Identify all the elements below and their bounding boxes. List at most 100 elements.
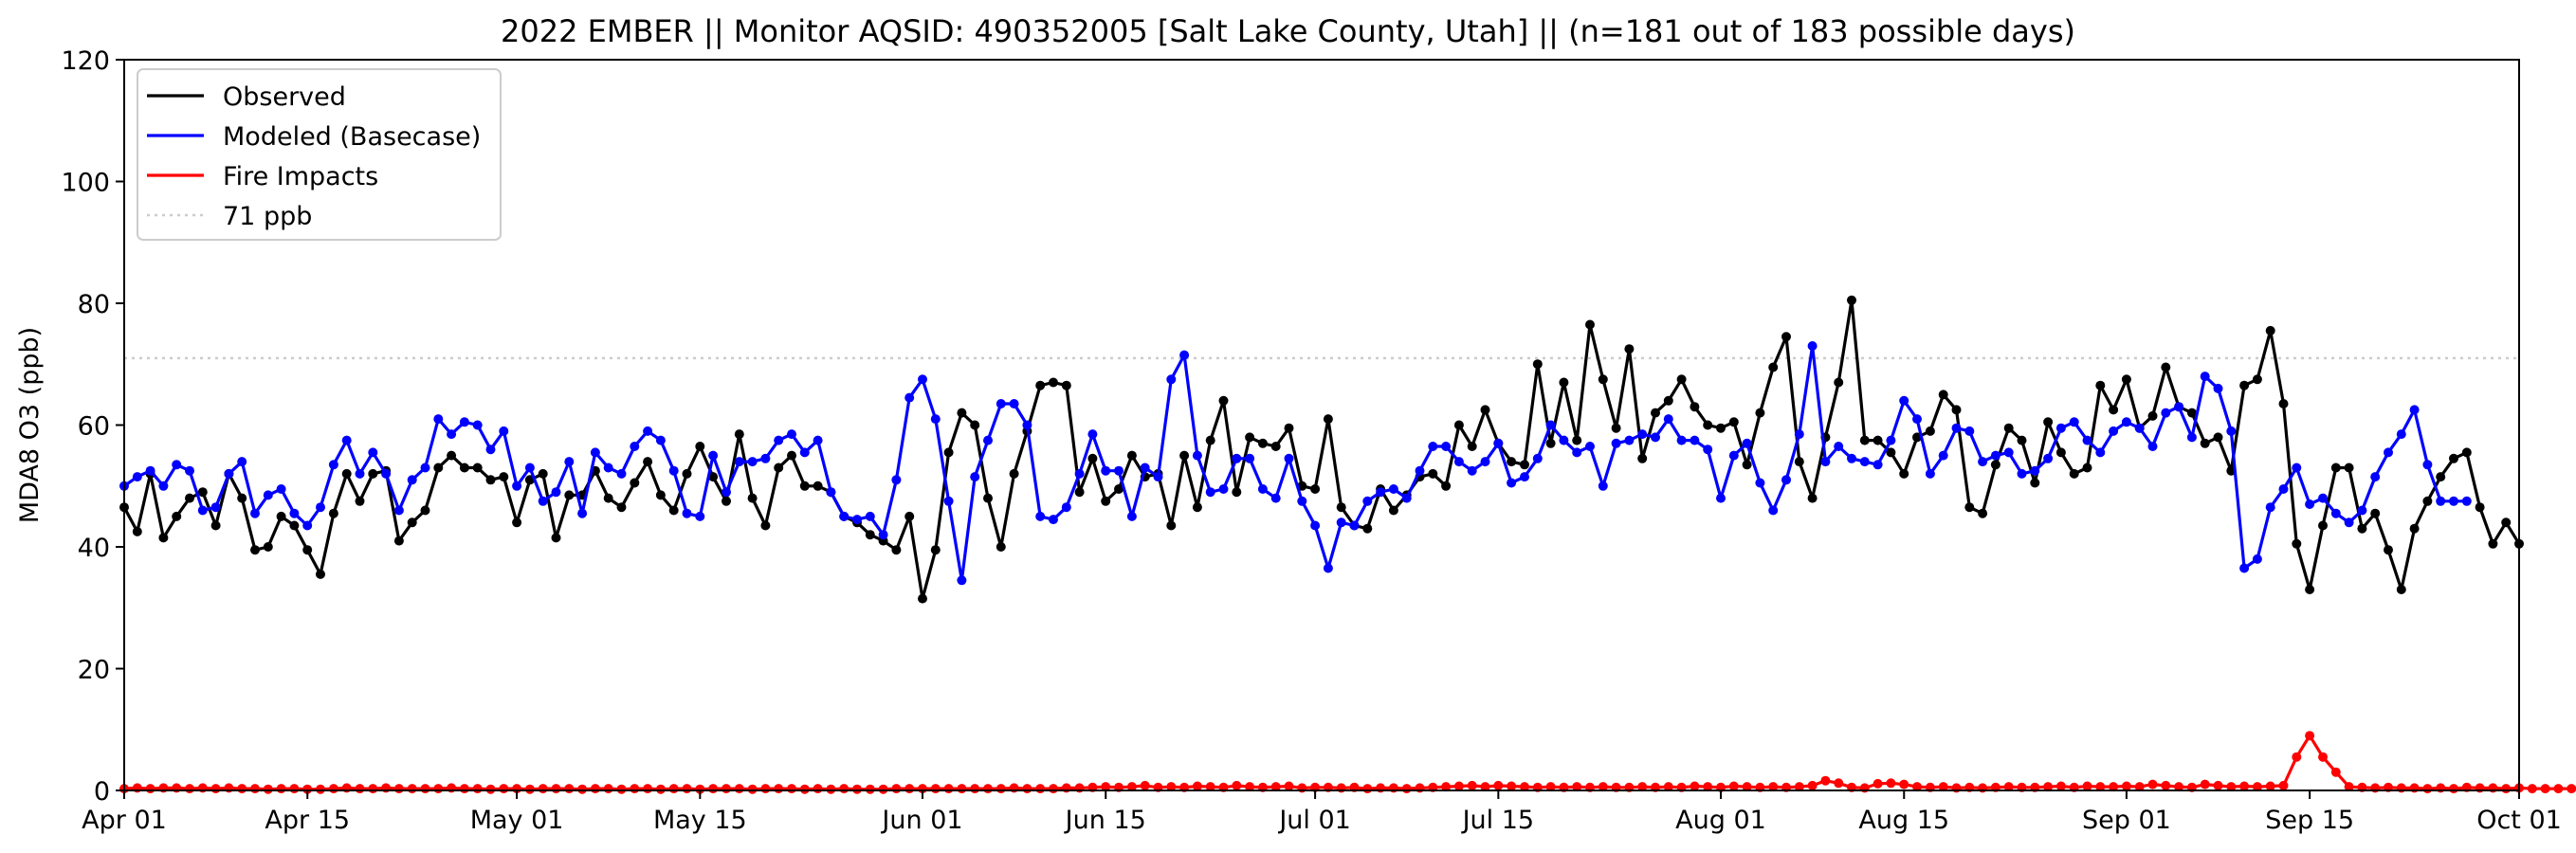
data-point bbox=[891, 545, 902, 555]
data-point bbox=[1964, 502, 1975, 513]
data-point bbox=[655, 490, 666, 500]
data-point bbox=[865, 511, 875, 521]
data-point bbox=[1912, 782, 1922, 792]
data-point bbox=[524, 463, 535, 473]
x-tick-label: May 01 bbox=[470, 806, 564, 835]
legend-label: Modeled (Basecase) bbox=[223, 122, 481, 152]
series-fire-impacts bbox=[119, 731, 2576, 794]
data-point bbox=[1166, 782, 1177, 792]
data-point bbox=[852, 515, 862, 525]
data-point bbox=[983, 784, 993, 794]
data-point bbox=[2344, 782, 2354, 792]
data-point bbox=[2017, 468, 2027, 479]
data-point bbox=[2422, 460, 2433, 470]
data-point bbox=[1624, 435, 1635, 445]
data-point bbox=[2186, 432, 2197, 443]
data-point bbox=[957, 408, 967, 418]
data-point bbox=[1218, 484, 1229, 494]
data-point bbox=[799, 784, 810, 794]
data-point bbox=[1755, 478, 1765, 488]
data-point bbox=[2161, 362, 2171, 372]
data-point bbox=[2095, 782, 2106, 792]
data-point bbox=[302, 545, 313, 555]
data-point bbox=[1310, 484, 1321, 494]
data-point bbox=[2488, 538, 2498, 549]
data-point bbox=[957, 784, 967, 794]
data-point bbox=[447, 450, 457, 461]
data-point bbox=[2055, 447, 2066, 458]
data-point bbox=[1676, 435, 1687, 445]
data-point bbox=[708, 784, 719, 794]
data-point bbox=[1585, 319, 1595, 330]
data-point bbox=[1192, 781, 1202, 791]
data-point bbox=[2161, 408, 2171, 418]
data-point bbox=[210, 520, 221, 531]
data-point bbox=[655, 435, 666, 445]
data-point bbox=[2252, 554, 2262, 564]
data-point bbox=[643, 784, 653, 794]
data-point bbox=[2461, 447, 2472, 458]
data-point bbox=[2030, 478, 2040, 488]
data-point bbox=[2121, 417, 2131, 427]
y-tick-label: 0 bbox=[94, 777, 110, 807]
data-point bbox=[2527, 784, 2537, 794]
data-point bbox=[302, 520, 313, 531]
data-point bbox=[1140, 780, 1150, 790]
data-point bbox=[1441, 782, 1452, 792]
data-point bbox=[1166, 374, 1177, 385]
data-point bbox=[1938, 450, 1948, 461]
data-point bbox=[1794, 782, 1804, 792]
data-point bbox=[1179, 450, 1190, 461]
data-point bbox=[1087, 453, 1098, 463]
data-point bbox=[1611, 438, 1621, 448]
data-point bbox=[1061, 502, 1071, 513]
data-point bbox=[237, 784, 247, 794]
data-point bbox=[185, 493, 194, 503]
data-point bbox=[1245, 432, 1255, 443]
data-point bbox=[433, 414, 444, 425]
data-point bbox=[918, 374, 927, 385]
data-point bbox=[1873, 460, 1883, 470]
data-point bbox=[1362, 784, 1373, 794]
data-point bbox=[630, 784, 640, 794]
data-point bbox=[328, 784, 338, 794]
data-point bbox=[1755, 408, 1765, 418]
data-point bbox=[459, 463, 469, 473]
data-point bbox=[420, 784, 430, 794]
data-point bbox=[904, 784, 915, 794]
data-point bbox=[224, 468, 234, 479]
data-point bbox=[1690, 435, 1700, 445]
data-point bbox=[2278, 484, 2289, 494]
data-point bbox=[2003, 423, 2014, 433]
data-point bbox=[289, 520, 300, 531]
data-point bbox=[2226, 426, 2237, 436]
data-point bbox=[1676, 374, 1687, 385]
data-point bbox=[891, 475, 902, 485]
data-point bbox=[407, 784, 417, 794]
data-point bbox=[1035, 511, 1046, 521]
data-point bbox=[630, 442, 640, 451]
data-point bbox=[2330, 767, 2341, 777]
data-point bbox=[747, 457, 758, 467]
data-point bbox=[1990, 450, 2001, 461]
data-point bbox=[2449, 496, 2458, 506]
x-tick-label: Jun 01 bbox=[880, 806, 962, 835]
data-point bbox=[682, 784, 692, 794]
data-point bbox=[2147, 442, 2158, 451]
data-point bbox=[1323, 563, 1333, 573]
data-point bbox=[1899, 395, 1909, 406]
data-point bbox=[1140, 463, 1150, 473]
data-point bbox=[1192, 450, 1202, 461]
data-point bbox=[1545, 782, 1556, 792]
data-point bbox=[930, 545, 941, 555]
data-point bbox=[891, 784, 902, 794]
data-point bbox=[878, 530, 888, 540]
data-point bbox=[1362, 523, 1373, 534]
data-point bbox=[1978, 457, 1988, 467]
data-point bbox=[2501, 784, 2512, 794]
data-point bbox=[577, 508, 588, 518]
data-point bbox=[943, 447, 954, 458]
data-point bbox=[813, 435, 823, 445]
data-point bbox=[2200, 779, 2210, 789]
